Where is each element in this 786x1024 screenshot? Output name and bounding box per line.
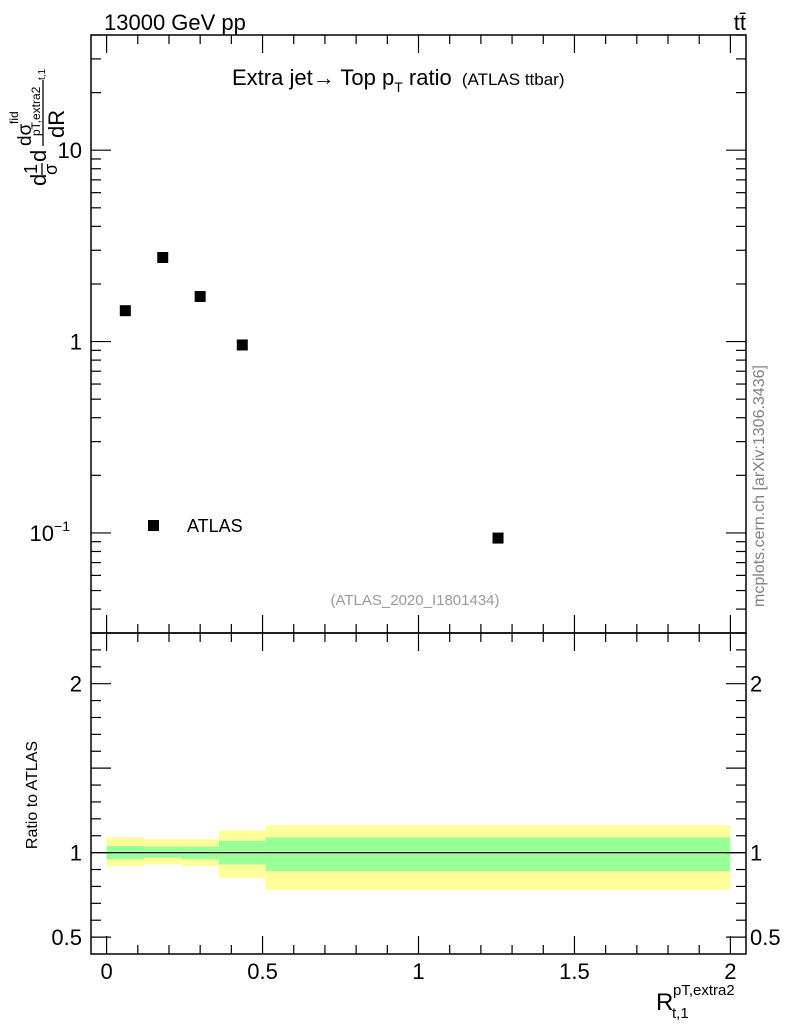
xlabel-main: R: [656, 989, 673, 1016]
ylabel-dR: dR: [44, 110, 69, 138]
main-panel-frame: [90, 34, 747, 634]
ylabel-d1: d: [26, 174, 51, 186]
header-left: 13000 GeV pp: [104, 10, 246, 35]
ylabel-pt-extra2: pT,extra2: [29, 86, 43, 136]
ylabel-sigma: σ: [41, 164, 61, 175]
ratio-ytick-label-right: 1: [750, 841, 762, 866]
ratio-xtick-label: 1.5: [559, 959, 590, 984]
header-right: tt̄: [734, 10, 746, 35]
ratio-ylabel: Ratio to ATLAS: [24, 741, 41, 849]
ratio-xtick-label: 2: [724, 959, 736, 984]
xlabel-sub: t,1: [672, 1005, 689, 1022]
ratio-ytick-label-right: 0.5: [750, 925, 781, 950]
title-subscript: T: [394, 79, 403, 95]
analysis-id: (ATLAS_2020_I1801434): [330, 592, 499, 609]
ylabel-one: 1: [21, 164, 41, 174]
ratio-panel-frame: [90, 632, 747, 955]
main-data-points: [119, 252, 504, 544]
ratio-uncertainty-bands: [106, 825, 731, 890]
ratio-ytick-label-left: 1: [70, 841, 82, 866]
xlabel-sup: pT,extra2: [673, 982, 735, 999]
data-point: [194, 291, 206, 303]
main-axis-ticks: 10 1 10−1: [30, 34, 746, 634]
title-main: Extra jet→ Top p: [232, 65, 394, 90]
ratio-xtick-label: 0.5: [247, 959, 278, 984]
ratio-xtick-label: 1: [412, 959, 424, 984]
ratio-ytick-label-right: 2: [750, 672, 762, 697]
ylabel-d2: d: [26, 150, 51, 162]
svg-text:d: d: [26, 174, 51, 186]
main-ytick-label: 10−1: [30, 518, 71, 546]
legend-marker-atlas: [148, 520, 159, 531]
ratio-band-green: [265, 837, 731, 872]
data-point: [157, 252, 169, 264]
side-credit: mcplots.cern.ch [arXiv:1306.3436]: [751, 365, 768, 607]
main-ytick-label: 1: [70, 330, 82, 355]
title-note: (ATLAS ttbar): [462, 70, 565, 89]
ratio-xlabel: R pT,extra2 t,1: [656, 982, 735, 1022]
main-ylabel: d 1 σ d dσ fid pT,extra2 t,1 dR: [7, 68, 69, 186]
ylabel-dsigma: dσ: [15, 123, 36, 146]
data-point: [492, 532, 504, 544]
ylabel-fid: fid: [7, 111, 21, 124]
ylabel-t1: t,1: [37, 68, 48, 80]
data-point: [119, 305, 131, 317]
main-ytick-label: 10: [58, 138, 82, 163]
ratio-xtick-label: 0: [100, 959, 112, 984]
main-title: Extra jet→ Top pT ratio (ATLAS ttbar): [232, 65, 565, 95]
ratio-ytick-label-left: 0.5: [51, 925, 82, 950]
legend-label-atlas: ATLAS: [187, 516, 243, 536]
ratio-axis-ticks: 0.5 0.5 1 1 2 2 0 0.5 1 1.5 2: [51, 633, 781, 984]
ratio-ytick-label-left: 2: [70, 672, 82, 697]
title-tail: ratio: [403, 65, 452, 90]
data-point: [236, 339, 248, 351]
